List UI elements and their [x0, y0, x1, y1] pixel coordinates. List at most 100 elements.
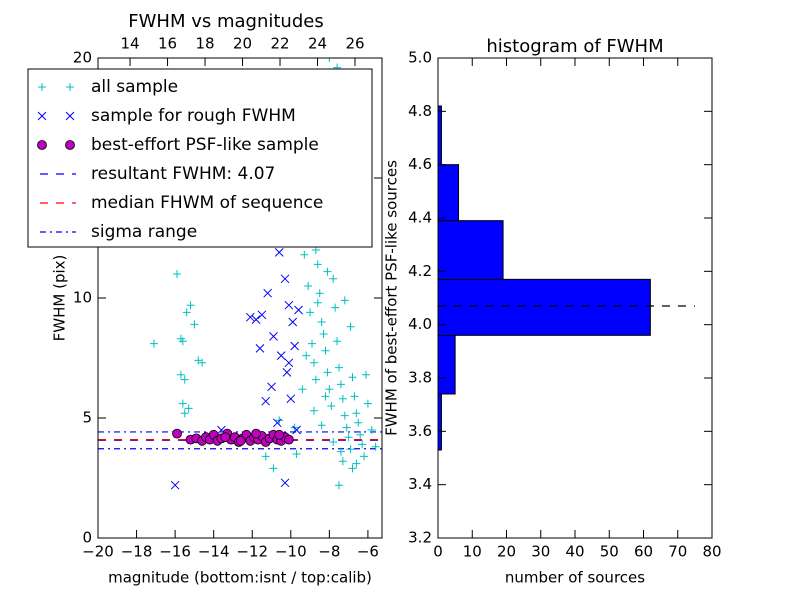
point: [311, 375, 320, 384]
y-tick-label: 0: [82, 529, 92, 547]
point: [272, 418, 282, 428]
bar: [438, 393, 442, 451]
legend-marker: [37, 111, 47, 121]
point: [336, 380, 345, 389]
point: [251, 315, 261, 324]
bar: [438, 164, 460, 222]
legend-label: sample for rough FWHM: [91, 106, 296, 126]
y-tick-label: 3.8: [408, 369, 432, 387]
y-tick-label: 4.0: [408, 315, 432, 333]
point: [348, 373, 357, 382]
point: [178, 399, 187, 408]
legend-marker: [65, 111, 75, 121]
point: [346, 322, 355, 331]
legend-marker: [38, 83, 46, 91]
x-tick-label: −10: [275, 543, 307, 561]
x-tick-label: 70: [668, 543, 687, 561]
x2-tick-label: 24: [308, 35, 327, 53]
point: [298, 385, 307, 394]
x2-tick-label: 14: [121, 35, 140, 53]
point: [338, 394, 347, 403]
plot-area: [98, 58, 382, 490]
point: [335, 481, 344, 490]
x-tick-label: −14: [198, 543, 230, 561]
point: [317, 421, 326, 430]
point: [235, 435, 246, 446]
point: [331, 303, 340, 312]
point: [371, 442, 380, 451]
point: [327, 402, 336, 410]
point: [329, 438, 338, 446]
point: [319, 330, 328, 338]
point: [323, 368, 332, 377]
point: [286, 394, 296, 404]
x-tick-label: 10: [463, 543, 482, 561]
x-tick-label: 30: [531, 543, 550, 561]
point: [190, 320, 199, 329]
x2-tick-label: 26: [345, 35, 364, 53]
point: [186, 301, 195, 310]
y-axis-label: FWHM of best-effort PSF-like sources: [383, 160, 401, 436]
x-tick-label: −20: [82, 543, 114, 561]
bar: [438, 334, 456, 395]
y-tick-label: 3.2: [408, 529, 432, 547]
point: [176, 370, 185, 379]
point: [284, 358, 294, 368]
y-tick-label: 4.8: [408, 102, 432, 120]
point: [356, 430, 365, 439]
point: [358, 440, 367, 449]
point: [354, 418, 363, 427]
point: [274, 429, 285, 440]
point: [313, 298, 322, 307]
x-axis-label: number of sources: [505, 569, 645, 587]
legend-label: all sample: [91, 77, 178, 97]
point: [367, 426, 376, 434]
point: [340, 296, 349, 305]
point: [269, 464, 278, 473]
point: [315, 289, 324, 298]
x-tick-label: 60: [634, 543, 653, 561]
x-tick-label: 20: [497, 543, 516, 561]
plot-area: [438, 105, 695, 451]
y-axis-label: FWHM (pix): [51, 255, 69, 342]
point: [346, 445, 355, 454]
legend-label: median FHWM of sequence: [91, 193, 323, 213]
legend: all sample sample for rough FWHM best-effo…: [27, 68, 373, 248]
bar: [438, 278, 651, 336]
y-tick-label: 3.4: [408, 475, 432, 493]
point: [184, 404, 193, 413]
point: [329, 274, 338, 283]
point: [251, 428, 261, 439]
point: [261, 452, 270, 461]
point: [292, 450, 301, 458]
point: [280, 274, 290, 284]
point: [220, 432, 231, 443]
point: [336, 447, 345, 456]
point: [361, 370, 370, 379]
point: [170, 480, 180, 490]
point: [321, 346, 330, 355]
point: [344, 433, 353, 442]
x2-tick-label: 16: [158, 35, 177, 53]
point: [306, 308, 315, 317]
point: [352, 409, 361, 418]
point: [255, 344, 265, 353]
y-tick-label: 4.6: [408, 155, 432, 173]
x2-tick-label: 22: [270, 35, 289, 53]
point: [335, 363, 344, 372]
point: [300, 250, 309, 259]
y-tick-label: 5: [82, 409, 92, 427]
x-tick-label: 80: [702, 543, 721, 561]
x2-tick-label: 20: [233, 35, 252, 53]
point: [198, 358, 207, 367]
point: [180, 375, 189, 384]
point: [342, 423, 351, 432]
point: [348, 464, 357, 473]
point: [261, 396, 271, 406]
point: [338, 457, 347, 466]
x-tick-label: −12: [236, 543, 268, 561]
point: [292, 425, 301, 435]
y-tick-label: 4.4: [408, 209, 432, 227]
x-tick-label: 50: [600, 543, 619, 561]
y-tick-label: 5.0: [408, 49, 432, 67]
